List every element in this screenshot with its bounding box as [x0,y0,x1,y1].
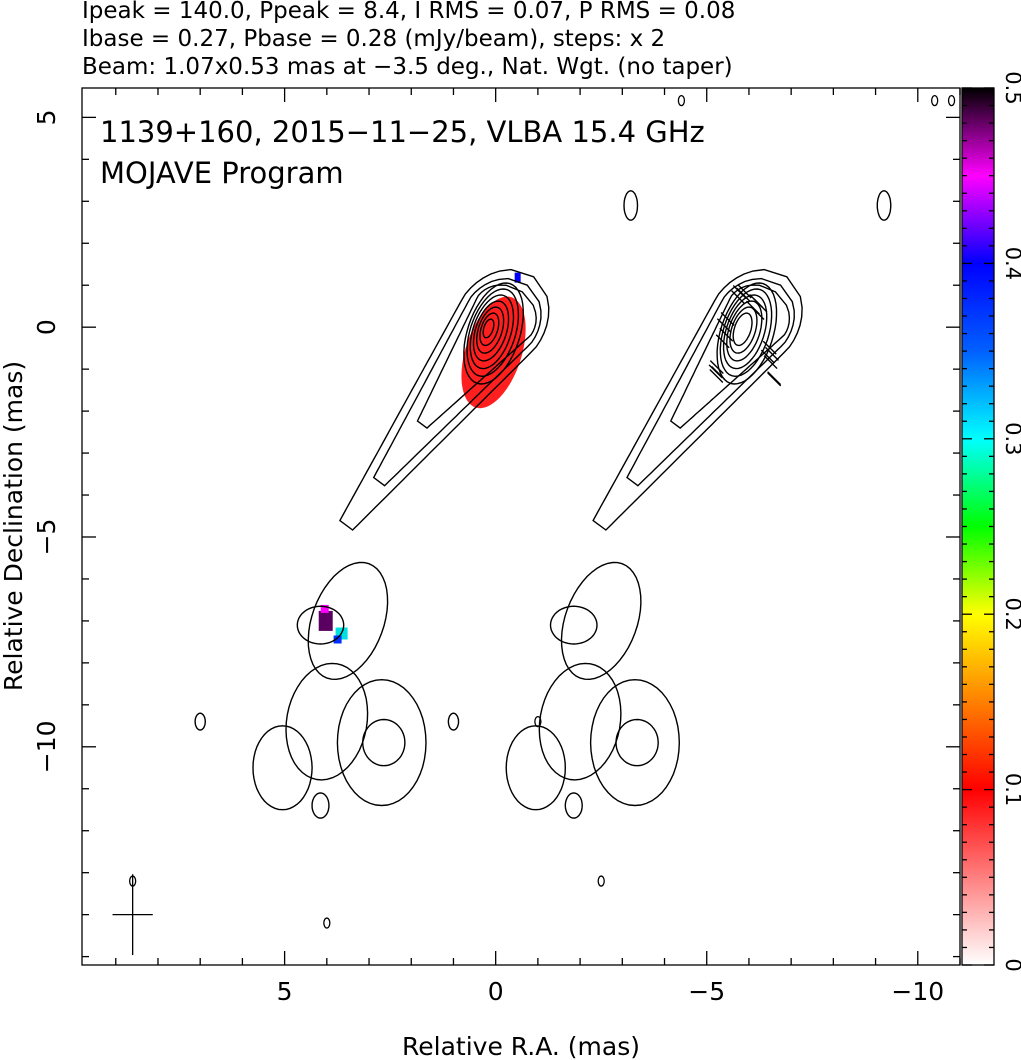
polarization-vector [715,334,730,349]
extended-emission-contour [311,792,330,819]
core-contour [472,300,510,362]
y-tick-label: 5 [32,109,61,125]
noise-speck [947,94,956,107]
x-axis-label: Relative R.A. (mas) [402,1032,640,1060]
core-contour [719,288,773,378]
polarization-vector [711,366,726,380]
header-line-2: Ibase = 0.27, Pbase = 0.28 (mJy/beam), s… [82,26,665,52]
extended-emission-contour [564,792,583,819]
extended-emission-contour [361,718,406,767]
y-axis-label: Relative Declination (mas) [0,361,28,691]
core-contour [479,312,500,347]
polarization-vector [731,290,746,305]
contour-panel-intensity [194,190,639,819]
plot-frame [81,87,961,966]
extended-emission-contour [296,605,345,645]
jet-contour [626,277,795,487]
header-line-3: Beam: 1.07x0.53 mas at −3.5 deg., Nat. W… [82,54,733,80]
axis-ticks: 5 0 −5 −10 5 0 −5 −10 [32,88,961,1006]
polarization-vector [767,371,782,386]
colorbar-tick-label: 0 [1001,958,1021,971]
extended-emission-contour [336,678,427,807]
colorbar: 0 0.1 0.2 0.3 0.4 0.5 [961,71,1021,972]
polarization-vector [737,284,752,299]
core-contour [466,288,520,378]
core-contour [722,294,768,370]
noise-island-contour [623,190,639,221]
extended-emission-contour [560,561,642,681]
extended-emission-contour [285,662,369,781]
plot-area [112,94,956,956]
program-label: MOJAVE Program [100,156,344,190]
core-contour [732,312,753,347]
core-contour [716,282,778,385]
pol-pixel-knot-a-top [320,604,329,613]
pol-pixel-core-edge [514,272,521,283]
y-tick-label: −10 [32,720,61,773]
colorbar-gradient [961,87,995,966]
polarization-vector [709,369,724,383]
y-tick-label: 0 [32,319,61,335]
noise-speck [931,94,939,107]
noise-speck [677,94,686,107]
extended-emission-contour [538,662,622,781]
colorbar-tick-label: 0.4 [1001,247,1021,280]
jet-contour [338,268,550,531]
extended-emission-contour [615,718,659,767]
extended-emission-contour [307,561,389,681]
polarization-vector [720,311,735,326]
extended-emission-contour [252,725,313,811]
noise-speck [534,715,542,728]
extended-emission-contour [549,605,598,645]
polarization-vector [765,346,779,361]
noise-speck [323,917,331,929]
colorbar-ticks: 0 0.1 0.2 0.3 0.4 0.5 [962,71,1021,972]
core-contour [469,294,515,370]
noise-island-contour [447,712,460,731]
polarization-vector [745,300,760,315]
x-tick-label: 5 [277,977,293,1006]
extended-emission-contour [505,725,567,811]
x-tick-label: 0 [488,977,504,1006]
core-contour [476,306,505,354]
colorbar-tick-label: 0.2 [1001,597,1021,630]
y-tick-label: −5 [32,519,61,556]
header-line-1: Ipeak = 140.0, Ppeak = 8.4, I RMS = 0.07… [82,0,735,24]
x-tick-label: −5 [688,977,725,1006]
polarization-vector [760,349,775,364]
core-contour [482,318,495,339]
pol-region-knot-a [318,610,333,631]
polarization-vector [762,340,777,355]
polarization-vector [709,360,724,375]
noise-island-contour [194,712,207,731]
polarization-vector [719,327,734,342]
polarization-vector [767,372,782,387]
extended-emission-contour [589,678,681,807]
noise-speck [597,875,605,887]
noise-island-contour [876,190,892,221]
colorbar-tick-label: 0.1 [1001,773,1021,806]
core-contour [726,300,763,362]
contour-panel-polarization [447,190,892,819]
pol-pixel-knot-b [333,635,342,644]
source-label: 1139+160, 2015−11−25, VLBA 15.4 GHz [100,115,705,149]
x-tick-label: −10 [891,977,944,1006]
polarization-vector [716,318,731,333]
jet-contour [416,284,537,430]
core-contour [463,282,525,385]
colorbar-tick-label: 0.5 [1001,71,1021,104]
jet-contour [592,268,803,531]
polarization-vector [763,355,778,370]
colorbar-tick-label: 0.3 [1001,422,1021,455]
polarization-vector [736,287,751,302]
polarization-vector [753,298,768,313]
